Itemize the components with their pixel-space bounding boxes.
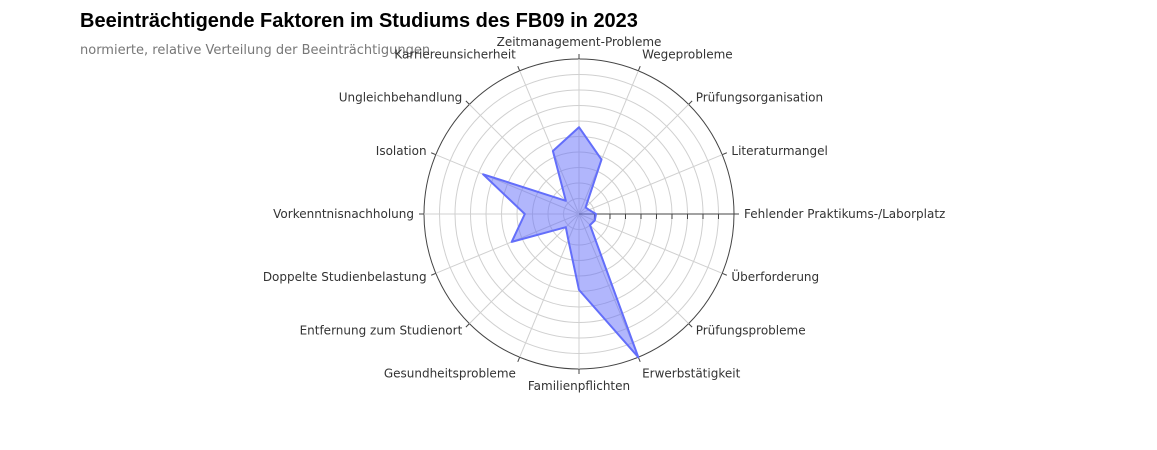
category-label: Vorkenntnisnachholung [273,207,414,221]
angular-tick [637,65,641,71]
category-label: Familienpflichten [528,379,630,393]
angular-tick [722,152,728,156]
angular-gridline [578,213,689,324]
category-label: Karriereunsicherheit [394,48,516,62]
angular-gridline [578,154,723,215]
category-label: Prüfungsprobleme [696,324,806,338]
angular-gridline [578,213,723,274]
category-label: Erwerbstätigkeit [642,366,740,380]
angular-tick [465,323,470,328]
angular-gridline [469,213,580,324]
category-labels: Fehlender Praktikums-/Laborplatz Literatu… [263,35,946,393]
chart-subtitle: normierte, relative Verteilung der Beein… [80,43,431,58]
angular-tick [430,272,436,276]
category-label: Literaturmangel [731,144,827,158]
angular-gridline [469,104,580,215]
category-label: Fehlender Praktikums-/Laborplatz [744,207,945,221]
category-label: Zeitmanagement-Probleme [497,35,662,49]
category-label: Isolation [376,144,427,158]
category-label: Gesundheitsprobleme [384,366,516,380]
category-label: Ungleichbehandlung [339,90,463,104]
angular-tick [722,272,728,276]
angular-tick [465,100,470,105]
category-label: Doppelte Studienbelastung [263,270,427,284]
angular-tick [517,357,521,363]
chart-title: Beeinträchtigende Faktoren im Studiums d… [80,10,638,32]
category-label: Prüfungsorganisation [696,90,823,104]
category-label: Überforderung [731,268,819,284]
category-label: Wegeprobleme [642,48,733,62]
angular-tick [688,323,693,328]
angular-tick [688,100,693,105]
angular-tick [430,152,436,156]
angular-gridline [578,104,689,215]
angular-tick [517,65,521,71]
category-label: Entfernung zum Studienort [300,324,463,338]
data-series [482,126,640,359]
